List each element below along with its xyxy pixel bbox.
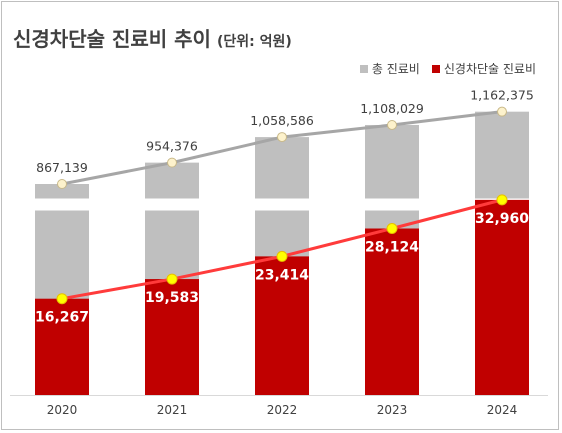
nerve-block-bar	[475, 199, 529, 395]
nerve-block-point	[386, 223, 398, 235]
nerve-block-data-label: 32,960	[475, 211, 529, 227]
legend-swatch-nerve-block	[431, 64, 440, 73]
nerve-block-data-label: 23,414	[255, 267, 309, 283]
chart-title-main: 신경차단술 진료비 추이	[13, 27, 211, 51]
total-point	[167, 157, 177, 168]
chart-title-unit: (단위: 억원)	[216, 34, 292, 50]
nerve-block-point	[276, 250, 288, 262]
x-tick-label: 2022	[267, 403, 298, 417]
nerve-block-bar	[35, 298, 89, 395]
total-data-label: 1,108,029	[360, 101, 424, 116]
nerve-block-point	[56, 293, 68, 305]
total-data-label: 954,376	[146, 139, 198, 154]
legend-label-nerve-block: 신경차단술 진료비	[443, 62, 536, 76]
total-point	[387, 119, 397, 130]
nerve-block-point	[496, 194, 508, 206]
total-point	[277, 132, 287, 143]
total-data-label: 1,162,375	[470, 88, 534, 103]
total-data-label: 1,058,586	[250, 113, 314, 128]
total-data-label: 867,139	[36, 160, 88, 175]
legend-label-total: 총 진료비	[371, 62, 420, 76]
x-tick-label: 2023	[377, 403, 408, 417]
legend-swatch-total	[359, 64, 368, 73]
nerve-block-data-label: 16,267	[35, 310, 89, 326]
nerve-block-data-label: 28,124	[365, 240, 419, 256]
total-point	[497, 106, 507, 117]
legend-item-nerve-block: 신경차단술 진료비	[431, 60, 536, 77]
x-tick-label: 2020	[47, 403, 78, 417]
axis-break-band	[20, 197, 545, 211]
nerve-block-data-label: 19,583	[145, 290, 199, 306]
x-tick-label: 2021	[157, 403, 188, 417]
total-point	[57, 179, 67, 189]
nerve-block-bar	[365, 228, 419, 395]
nerve-block-point	[166, 273, 178, 285]
x-tick-label: 2024	[487, 403, 518, 417]
chart-title: 신경차단술 진료비 추이 (단위: 억원)	[13, 23, 292, 52]
legend-item-total: 총 진료비	[359, 60, 420, 77]
nerve-block-bar	[255, 256, 309, 395]
nerve-block-bar	[145, 279, 199, 395]
legend: 총 진료비 신경차단술 진료비	[348, 60, 536, 77]
